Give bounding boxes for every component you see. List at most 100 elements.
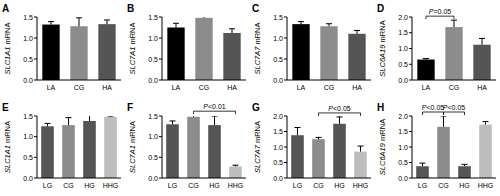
y-axis-label: SLC7A1 mRNA (128, 22, 137, 74)
bracket (426, 16, 454, 19)
error-bar (337, 117, 343, 124)
bar (416, 166, 429, 178)
panel-letter: F (127, 102, 133, 113)
bars (166, 116, 242, 178)
y-tick-label: 0.0 (398, 77, 408, 84)
y-tick-label: 0.5 (273, 159, 283, 166)
y-tick (284, 131, 287, 132)
error-cap (295, 127, 301, 128)
error-bar (451, 20, 457, 27)
error-cap (354, 30, 360, 31)
error-line (79, 18, 80, 26)
error-cap (326, 23, 332, 24)
bar (195, 18, 212, 80)
error-bar (462, 164, 468, 166)
x-tick-label: LA (172, 84, 181, 91)
panel: FSLC7A1 mRNA0.00.51.01.5LGCGHGHHGP<0.01 (127, 102, 246, 189)
y-tick-label: 1.0 (148, 35, 158, 42)
bars (417, 20, 490, 80)
significance: P<0.05 (422, 104, 444, 115)
y-tick (159, 59, 162, 60)
y-tick (34, 136, 37, 137)
bar (417, 60, 434, 80)
bar (166, 124, 179, 178)
error-bar (201, 17, 207, 18)
x-tick-label: HG (209, 182, 220, 189)
error-cap (358, 146, 364, 147)
x-tick-label: CG (324, 84, 335, 91)
y-tick (409, 32, 412, 33)
error-cap (76, 17, 82, 18)
x-tick-label: HA (227, 84, 237, 91)
y-tick (409, 162, 412, 163)
error-bar (212, 116, 218, 125)
x-tick-label: HHG (103, 182, 119, 189)
x-axis (287, 178, 371, 179)
x-tick-label: LA (297, 84, 306, 91)
panel: BSLC7A1 mRNA0.00.51.01.5LACGHA (127, 3, 246, 91)
y-tick-label: 1.0 (273, 35, 283, 42)
bar (187, 117, 200, 178)
error-line (482, 38, 483, 44)
x-axis (412, 80, 496, 81)
x-tick-label: LG (43, 182, 52, 189)
y-axis-label: SLC6A19 mRNA (378, 20, 387, 76)
bars (42, 18, 115, 80)
error-line (339, 117, 340, 124)
y-tick-label: 1.5 (273, 14, 283, 21)
bar (458, 166, 471, 178)
x-axis (162, 80, 246, 81)
error-bar (479, 38, 485, 44)
y-axis-label: SLC7A7 mRNA (253, 121, 262, 173)
x-axis (162, 178, 246, 179)
error-line (214, 116, 215, 125)
bar (70, 26, 87, 80)
panel-letter: C (252, 3, 259, 14)
y-tick-label: 1.5 (148, 113, 158, 120)
error-line (204, 17, 205, 18)
y-tick-label: 0.0 (148, 77, 158, 84)
y-tick (284, 162, 287, 163)
y-tick (159, 80, 162, 81)
error-bar (48, 22, 54, 25)
error-line (193, 116, 194, 117)
panel: ASLC1A1 mRNA0.00.51.01.5LACGHA (2, 3, 121, 91)
y-tick (159, 157, 162, 158)
y-tick (34, 80, 37, 81)
panel-letter: E (2, 102, 9, 113)
y-tick (284, 147, 287, 148)
x-tick-label: CG (313, 182, 324, 189)
error-line (232, 29, 233, 33)
x-tick-label: CG (199, 84, 210, 91)
bars (41, 116, 117, 178)
error-cap (337, 116, 343, 117)
error-cap (229, 28, 235, 29)
annotation: P<0.05 (422, 104, 444, 111)
annotation: P<0.05 (328, 105, 350, 112)
error-bar (316, 137, 322, 139)
x-axis (37, 80, 121, 81)
error-cap (462, 164, 468, 165)
error-bar (358, 146, 364, 152)
panel: DSLC6A19 mRNA0.00.51.01.52.0LACGHAP=0.05 (377, 3, 496, 91)
error-line (443, 116, 444, 127)
y-tick (409, 116, 412, 117)
error-cap (479, 38, 485, 39)
y-tick-label: 0.0 (273, 175, 283, 182)
y-tick-label: 0.0 (398, 175, 408, 182)
x-tick-label: LA (422, 84, 431, 91)
error-bar (298, 22, 304, 25)
error-line (454, 20, 455, 27)
y-tick-label: 0.5 (273, 56, 283, 63)
error-bar (173, 23, 179, 27)
y-tick-label: 2.0 (398, 113, 408, 120)
bar (320, 26, 337, 80)
y-axis-label: SLC7A1 mRNA (128, 121, 137, 173)
error-bar (45, 123, 51, 126)
x-tick-label: HG (334, 182, 345, 189)
panel-letter: A (2, 3, 9, 14)
error-cap (451, 20, 457, 21)
error-cap (173, 23, 179, 24)
error-bar (104, 20, 110, 24)
x-tick-label: HHG (353, 182, 369, 189)
